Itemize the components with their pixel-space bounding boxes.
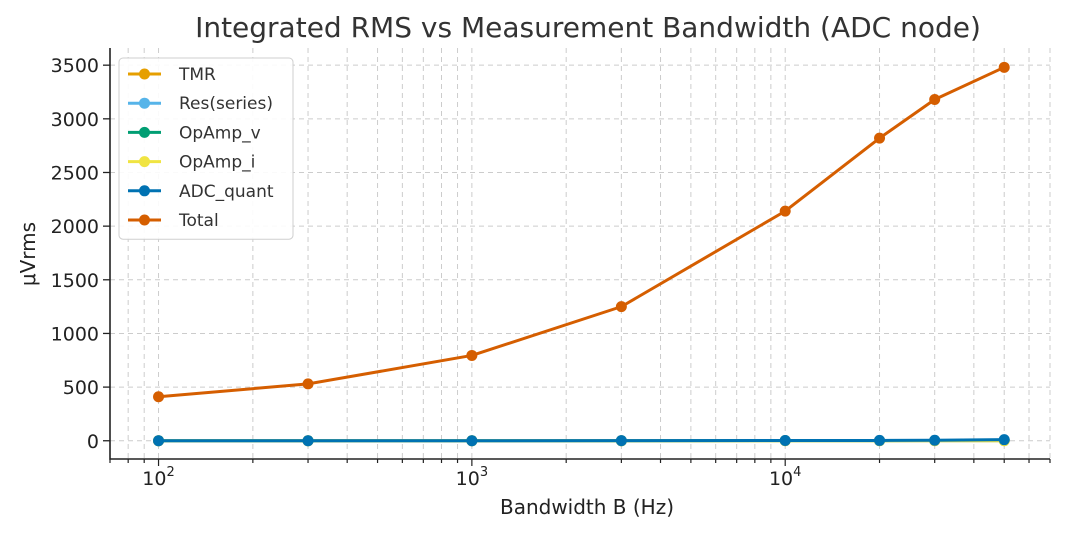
series-line-total — [158, 65, 1005, 399]
y-tick-label: 2500 — [51, 162, 99, 184]
y-tick-label: 2000 — [51, 216, 99, 238]
data-point-total — [929, 94, 941, 106]
data-point-total — [779, 205, 791, 217]
legend-label-opamp-i: OpAmp_i — [179, 153, 255, 173]
y-tick-label: 0 — [87, 431, 99, 453]
legend-marker-total — [139, 214, 150, 226]
legend-label-adc-quant: ADC_quant — [179, 182, 274, 202]
legend-label-res-series: Res(series) — [179, 94, 273, 114]
x-tick-label: 104 — [769, 465, 801, 490]
series-layer — [153, 61, 1010, 447]
series-line-adc-quant — [158, 438, 1005, 443]
y-tick-label: 1500 — [51, 270, 99, 292]
data-point-total — [998, 61, 1010, 73]
data-point-total — [153, 391, 165, 403]
legend-label-tmr: TMR — [178, 65, 216, 85]
y-axis-label: μVrms — [16, 222, 40, 286]
data-point-total — [874, 132, 886, 144]
data-point-total — [615, 301, 627, 313]
data-point-adc-quant — [929, 434, 941, 446]
legend-marker-opamp-i — [139, 156, 150, 168]
legend-marker-opamp-v — [139, 126, 150, 138]
x-tick-label: 102 — [142, 465, 174, 490]
data-point-adc-quant — [302, 435, 314, 447]
data-point-total — [466, 349, 478, 361]
data-point-adc-quant — [153, 435, 165, 447]
data-point-total — [302, 378, 314, 390]
y-tick-label: 3000 — [51, 109, 99, 131]
legend-box — [118, 57, 294, 240]
legend: TMR Res(series) OpAmp_v OpAmp_i ADC_quant Tot… — [118, 57, 294, 240]
legend-marker-tmr — [139, 68, 150, 80]
chart-title: Integrated RMS vs Measurement Bandwidth … — [195, 11, 981, 44]
data-point-adc-quant — [998, 434, 1010, 446]
legend-marker-res-series — [139, 97, 150, 109]
axes: 0 500 1000 1500 2000 2500 3000 3500 102 103 104 — [51, 48, 1051, 490]
legend-marker-adc-quant — [139, 185, 150, 197]
x-axis-label: Bandwidth B (Hz) — [500, 495, 674, 519]
x-tick-label: 103 — [456, 465, 488, 490]
legend-label-opamp-v: OpAmp_v — [179, 123, 261, 143]
data-point-adc-quant — [466, 435, 478, 447]
data-point-adc-quant — [874, 434, 886, 446]
legend-label-total: Total — [178, 211, 219, 231]
data-point-adc-quant — [779, 435, 791, 447]
y-tick-label: 1000 — [51, 323, 99, 345]
y-tick-label: 500 — [63, 377, 99, 399]
axis-spines — [109, 48, 1050, 460]
y-tick-label: 3500 — [51, 55, 99, 77]
data-point-adc-quant — [615, 435, 627, 447]
